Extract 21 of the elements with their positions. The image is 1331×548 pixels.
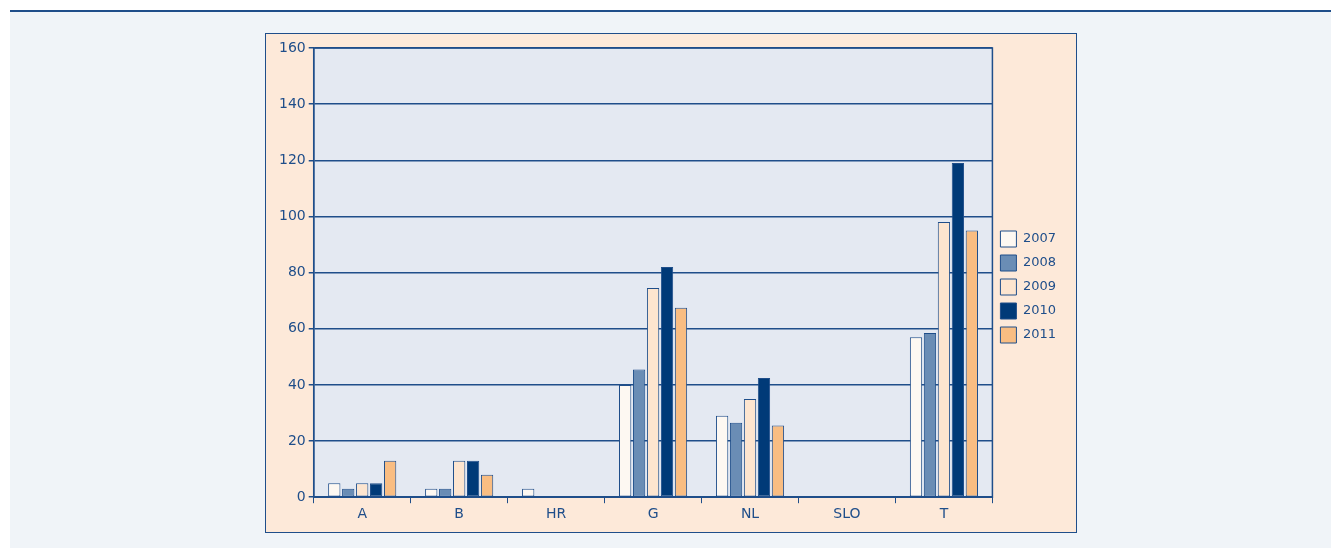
x-tick-label: G	[647, 505, 659, 522]
x-tick-label: SLO	[833, 505, 861, 522]
x-tick-label: A	[357, 505, 368, 522]
y-tick-label: 60	[287, 319, 306, 336]
y-tick-label: 80	[287, 263, 306, 280]
legend-label: 2008	[1022, 254, 1057, 270]
legend-label: 2007	[1022, 230, 1057, 246]
y-tick-label: 160	[278, 38, 306, 55]
y-tick-label: 40	[287, 375, 306, 392]
y-tick-label: 140	[278, 94, 306, 111]
y-tick-label: 20	[287, 431, 306, 448]
y-tick-label: 120	[278, 150, 306, 167]
x-tick-label: B	[454, 505, 464, 522]
y-tick-label: 100	[278, 207, 306, 224]
legend-label: 2011	[1022, 326, 1057, 342]
legend-label: 2009	[1022, 278, 1057, 294]
y-tick-label: 0	[296, 487, 306, 504]
x-tick-label: HR	[545, 505, 567, 522]
x-tick-label: NL	[740, 505, 760, 522]
legend-label: 2010	[1022, 302, 1057, 318]
x-tick-label: T	[938, 505, 949, 522]
